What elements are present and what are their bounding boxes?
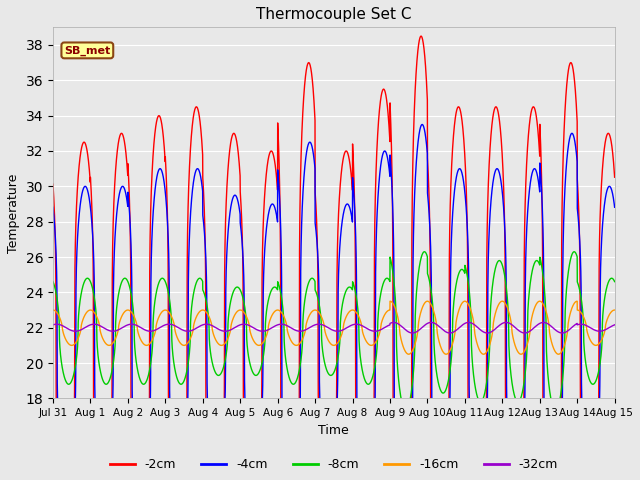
-4cm xyxy=(492,167,500,173)
-32cm xyxy=(150,328,157,334)
-2cm xyxy=(417,33,425,39)
-32cm xyxy=(611,322,618,328)
-2cm xyxy=(492,104,500,110)
Y-axis label: Temperature: Temperature xyxy=(7,173,20,252)
Line: -8cm: -8cm xyxy=(53,252,614,411)
Line: -2cm: -2cm xyxy=(53,36,614,480)
Title: Thermocouple Set C: Thermocouple Set C xyxy=(256,7,412,22)
Legend: -2cm, -4cm, -8cm, -16cm, -32cm: -2cm, -4cm, -8cm, -16cm, -32cm xyxy=(104,453,563,476)
X-axis label: Time: Time xyxy=(319,424,349,437)
-32cm xyxy=(492,326,499,332)
-8cm xyxy=(429,300,436,306)
Line: -16cm: -16cm xyxy=(53,301,614,354)
-32cm xyxy=(483,330,491,336)
Text: SB_met: SB_met xyxy=(64,45,111,56)
-2cm xyxy=(150,141,157,147)
-8cm xyxy=(611,277,618,283)
-2cm xyxy=(611,174,618,180)
-4cm xyxy=(460,181,468,187)
-8cm xyxy=(552,408,559,414)
-16cm xyxy=(555,351,563,357)
Line: -32cm: -32cm xyxy=(53,323,614,333)
-16cm xyxy=(611,307,618,313)
-32cm xyxy=(313,322,321,327)
-2cm xyxy=(611,167,618,172)
-4cm xyxy=(49,204,57,210)
-4cm xyxy=(313,237,321,243)
-8cm xyxy=(150,307,157,313)
-32cm xyxy=(49,322,57,328)
Line: -4cm: -4cm xyxy=(53,124,614,480)
-8cm xyxy=(49,279,57,285)
-2cm xyxy=(313,224,321,229)
-8cm xyxy=(460,268,467,274)
-8cm xyxy=(313,291,321,297)
-4cm xyxy=(429,434,436,440)
-8cm xyxy=(492,265,499,271)
-16cm xyxy=(611,307,618,313)
-32cm xyxy=(611,322,618,328)
-32cm xyxy=(429,320,436,325)
-32cm xyxy=(502,320,510,325)
-16cm xyxy=(573,299,581,304)
-2cm xyxy=(460,138,468,144)
-16cm xyxy=(460,299,467,304)
-8cm xyxy=(570,249,578,254)
-4cm xyxy=(611,200,618,206)
-2cm xyxy=(49,181,57,187)
-16cm xyxy=(49,307,57,313)
-4cm xyxy=(150,200,157,205)
-16cm xyxy=(313,308,321,313)
-4cm xyxy=(611,204,618,210)
-32cm xyxy=(460,321,467,327)
-16cm xyxy=(150,334,157,339)
-8cm xyxy=(611,279,618,285)
-16cm xyxy=(429,305,436,311)
-16cm xyxy=(492,310,499,316)
-4cm xyxy=(419,121,426,127)
